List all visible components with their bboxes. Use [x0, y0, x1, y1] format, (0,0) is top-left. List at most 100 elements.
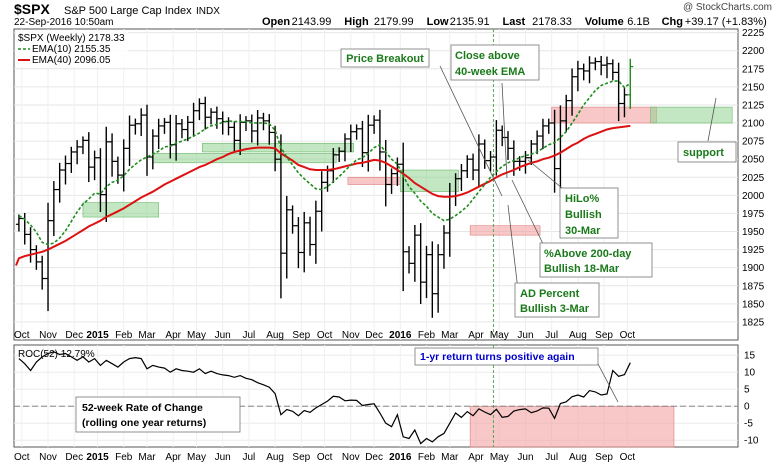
- price-tick-label: 2175: [742, 64, 765, 75]
- ohlc-bar: [423, 245, 430, 299]
- ohlc-bar: [27, 227, 34, 263]
- roc-x-tick-label: Nov: [342, 452, 360, 463]
- ohlc-bar: [307, 216, 314, 256]
- ohlc-bar: [225, 117, 232, 136]
- legend-main: $SPX (Weekly) 2178.33: [18, 33, 125, 44]
- quote-value: 2179.99: [374, 16, 414, 28]
- ohlc-bar: [120, 139, 127, 192]
- roc-x-tick-label: 2016: [389, 452, 412, 463]
- price-x-tick-label: Aug: [266, 330, 284, 341]
- ohlc-bar: [254, 110, 261, 146]
- ohlc-bar: [598, 55, 605, 76]
- price-tick-label: 2125: [742, 100, 765, 111]
- roc-x-tick-label: Oct: [317, 452, 333, 463]
- ohlc-bar: [627, 58, 634, 109]
- roc-tick-label: 0: [744, 402, 750, 413]
- ohlc-bar: [39, 255, 46, 290]
- price-tick-label: 1925: [742, 245, 765, 256]
- ohlc-bar: [74, 140, 81, 165]
- price-panel-frame: [13, 28, 739, 341]
- ohlc-bar: [580, 63, 587, 81]
- annotation-connectors: [439, 65, 717, 291]
- ohlc-bar: [388, 168, 395, 194]
- quote-label: Low: [427, 16, 449, 28]
- ohlc-bar: [574, 60, 581, 92]
- annotation-roc-description: 52-week Rate of Change (rolling one year…: [75, 396, 241, 433]
- ohlc-bar: [347, 124, 354, 152]
- ohlc-bar: [318, 171, 325, 232]
- roc-x-tick-label: Mar: [441, 452, 459, 463]
- roc-x-axis: Oct Nov Dec 2015 Feb Mar Apr May Jun Jul Aug Sep Oct…: [14, 452, 635, 463]
- roc-x-tick-label: Nov: [39, 452, 57, 463]
- roc-x-tick-label: Oct: [14, 452, 30, 463]
- legend-ema10: EMA(10) 2155.35: [32, 44, 111, 55]
- quote-label: Chg: [662, 16, 683, 28]
- ohlc-bar: [586, 56, 593, 84]
- ohlc-bar: [592, 57, 599, 71]
- price-x-tick-label: 2016: [389, 330, 412, 341]
- ohlc-bar: [464, 155, 471, 178]
- price-zone-red: [347, 176, 401, 185]
- ohlc-bar: [551, 109, 558, 193]
- ohlc-bar: [283, 195, 290, 279]
- ohlc-bar: [242, 116, 249, 131]
- roc-line: [18, 351, 631, 445]
- roc-zone-red: [469, 405, 675, 448]
- ohlc-bar: [208, 108, 215, 125]
- roc-panel-frame: [13, 344, 739, 448]
- ohlc-bar: [138, 108, 145, 137]
- ohlc-bar: [557, 105, 564, 197]
- ohlc-bar: [277, 134, 284, 299]
- ohlc-bars: [15, 55, 634, 318]
- price-x-axis: Oct Nov Dec 2015 Feb Mar Apr May Jun Jul Aug Sep Oct…: [14, 330, 635, 341]
- ohlc-bar: [406, 246, 413, 274]
- roc-tick-label: -10: [744, 436, 759, 447]
- annotation-price-breakout-text: Price Breakout: [346, 53, 424, 65]
- price-zone-red: [469, 225, 541, 236]
- quote-value: 6.1B: [627, 16, 650, 28]
- price-x-tick-label: Jun: [517, 330, 533, 341]
- roc-x-tick-label: May: [490, 452, 509, 463]
- ohlc-bar: [190, 102, 197, 137]
- ohlc-bar: [56, 162, 63, 203]
- annotation-roc-desc-line2: (rolling one year returns): [82, 417, 206, 429]
- ohlc-bar: [155, 118, 162, 150]
- ohlc-bar: [126, 115, 133, 166]
- ohlc-bar: [79, 136, 86, 155]
- ohlc-bar: [312, 200, 319, 264]
- watermark: @ StockCharts.com: [683, 2, 772, 13]
- price-x-tick-label: Sep: [292, 330, 310, 341]
- price-x-tick-label: Dec: [365, 330, 383, 341]
- annotation-roc-desc-line1: 52-week Rate of Change: [82, 402, 203, 414]
- ohlc-bar: [429, 241, 436, 318]
- price-zone-green: [650, 106, 733, 124]
- roc-x-tick-label: Dec: [65, 452, 83, 463]
- ohlc-bar: [109, 133, 116, 177]
- ohlc-bar: [33, 245, 40, 270]
- ohlc-bar: [569, 68, 576, 116]
- price-tick-label: 2000: [742, 191, 765, 202]
- ohlc-bar: [353, 124, 360, 140]
- ohlc-bar: [295, 217, 302, 269]
- ohlc-bar: [458, 163, 465, 192]
- quote-value: +39.17 (+1.83%): [685, 16, 767, 28]
- quote-date: 22-Sep-2016 10:50am: [14, 17, 114, 28]
- quote-value: 2178.33: [532, 16, 572, 28]
- annotation-above200-line1: %Above 200-day: [544, 248, 632, 260]
- annotation-hilo-line3: 30-Mar: [565, 225, 601, 237]
- ohlc-bar: [470, 153, 477, 181]
- price-x-tick-label: Feb: [418, 330, 436, 341]
- legend-roc: ROC(52) 12.79%: [18, 349, 95, 360]
- quote-bar: Open 2143.99 High 2179.99 Low 2135.91 Last 2178…: [262, 16, 767, 28]
- ohlc-bar: [21, 212, 28, 245]
- ohlc-bar: [528, 140, 535, 165]
- roc-x-tick-label: Apr: [165, 452, 181, 463]
- legend-ema40: EMA(40) 2096.05: [32, 55, 111, 66]
- annotation-close-above-line1: Close above: [455, 50, 520, 62]
- annotation-roc-positive: 1-yr return turns positive again: [414, 347, 599, 366]
- roc-x-tick-label: Sep: [595, 452, 613, 463]
- roc-tick-label: 5: [744, 385, 750, 396]
- roc-highlight-zones: [469, 405, 675, 448]
- symbol-title: $SPX: [14, 1, 50, 17]
- roc-x-tick-label: Feb: [418, 452, 436, 463]
